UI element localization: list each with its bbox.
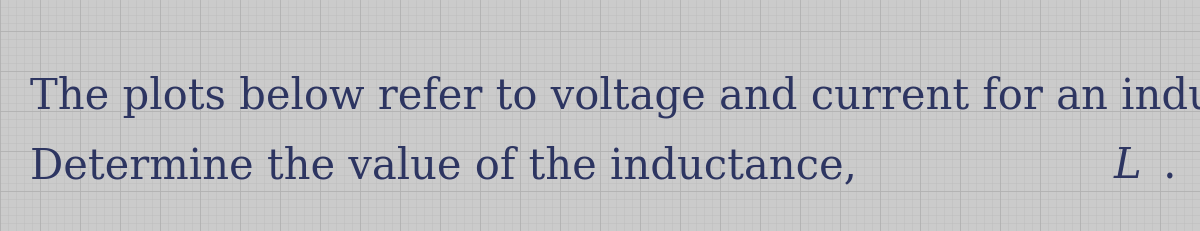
Text: L: L: [1114, 145, 1141, 187]
Text: .: .: [1150, 145, 1176, 187]
Text: The plots below refer to voltage and current for an inductor.: The plots below refer to voltage and cur…: [30, 76, 1200, 118]
Text: Determine the value of the inductance,: Determine the value of the inductance,: [30, 145, 870, 187]
